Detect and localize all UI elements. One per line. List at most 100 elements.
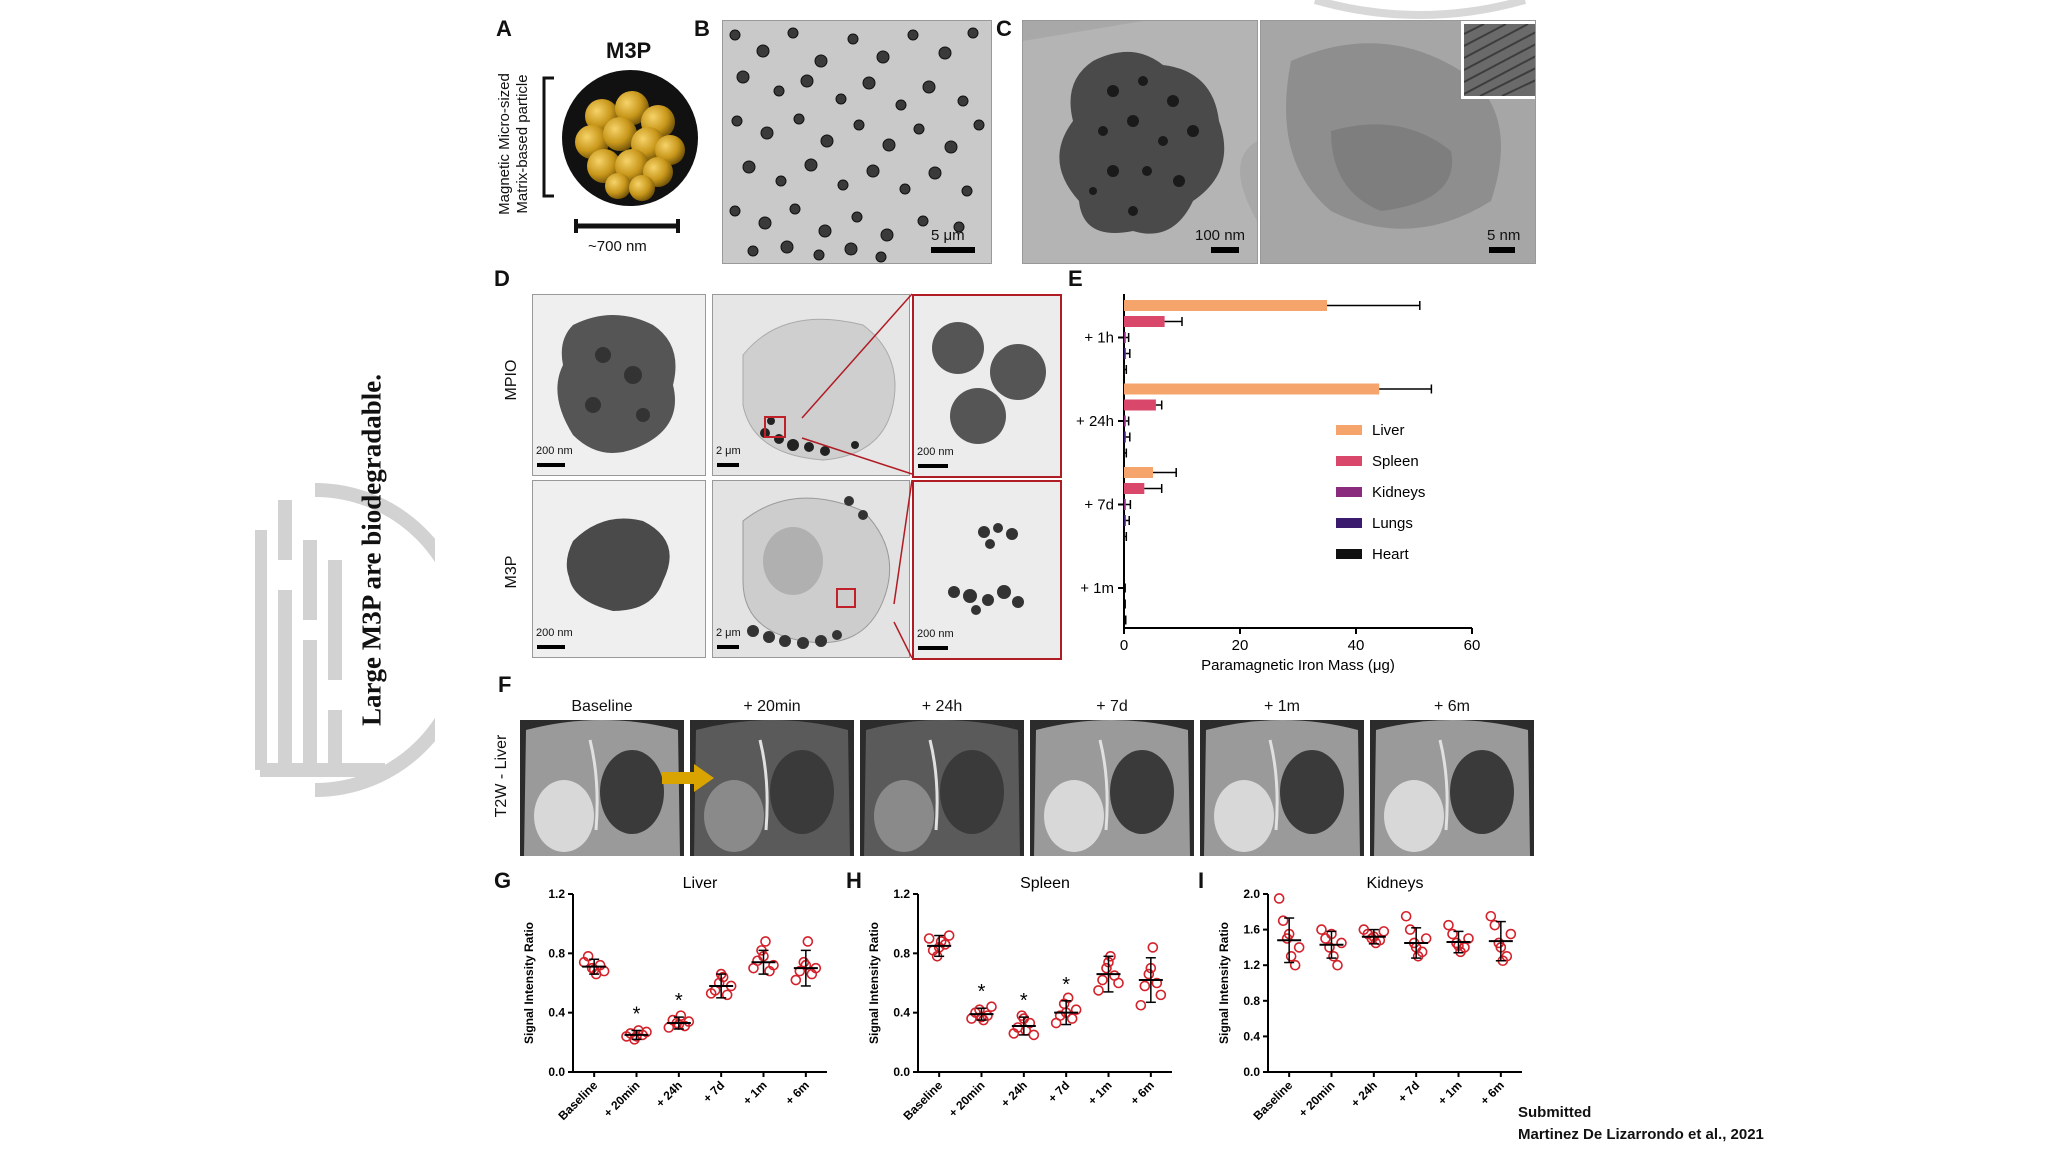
panel-d-label: D <box>494 266 510 291</box>
e-bar <box>1124 364 1125 375</box>
plot-point <box>923 933 935 944</box>
plot-point <box>1293 942 1305 953</box>
e-x-tick-label: 60 <box>1464 637 1481 654</box>
m3p-particle-shape <box>566 518 670 611</box>
mri-image <box>520 720 684 856</box>
plot-x-tick-label: Baseline <box>900 1078 945 1123</box>
plot-point <box>1443 919 1454 931</box>
e-x-tick-label: 40 <box>1348 637 1365 654</box>
mri-organ-left <box>1214 780 1274 852</box>
plot-point <box>1485 910 1497 922</box>
plot-point <box>1097 974 1108 986</box>
plot-point <box>1062 992 1074 1004</box>
mri-anatomy <box>864 720 1020 856</box>
e-bar <box>1124 415 1126 427</box>
plot-x-tick-label: + 6m <box>1477 1078 1506 1107</box>
plot-y-tick-label: 1.2 <box>893 887 910 901</box>
sem-image-particles: 5 μm <box>722 20 992 264</box>
scale-bar-d2 <box>717 463 739 467</box>
watermark-logo <box>255 483 435 797</box>
tem-lattice-texture <box>1261 21 1535 263</box>
plot-point <box>1016 1010 1028 1021</box>
plot-x-tick-label: + 7d <box>1395 1078 1422 1105</box>
mri-image <box>690 720 854 856</box>
tem-mpio-particle: 200 nm <box>532 294 706 476</box>
plot-point <box>683 1016 695 1027</box>
plot-point <box>1143 968 1155 980</box>
panel-d-row-mpio: MPIO <box>503 359 520 401</box>
plot-point <box>1054 1010 1066 1021</box>
plot-x-tick-label: + 20min <box>601 1078 643 1120</box>
mpio-cell-shape <box>742 318 896 461</box>
mri-image <box>1030 720 1194 856</box>
e-category-label: + 7d <box>1084 497 1114 514</box>
e-legend-label: Kidneys <box>1372 484 1425 501</box>
plot-point <box>1070 1004 1082 1015</box>
plot-point <box>717 971 729 983</box>
panel-a-side-line2: Matrix-based particle <box>514 74 531 214</box>
panel-b-label: B <box>694 16 710 41</box>
panel-a-side-line1: Magnetic Micro-sized <box>496 73 513 215</box>
scale-bar-d6 <box>918 646 948 650</box>
plot-point <box>768 959 779 971</box>
plot-x-tick-label: + 6m <box>782 1078 811 1107</box>
mri-timepoint-label: + 1m <box>1263 698 1300 715</box>
plot-point <box>1101 962 1112 974</box>
scale-label-c-right: 5 nm <box>1487 227 1521 244</box>
plot-significance-star: * <box>675 990 683 1012</box>
mri-organ-left <box>1044 780 1104 852</box>
plot-point <box>641 1026 652 1038</box>
tem-m3p-zoom: 200 nm <box>912 480 1062 660</box>
e-legend-label: Liver <box>1372 422 1405 439</box>
plot-point <box>1285 951 1297 962</box>
tem-mpio-cell: 2 μm <box>712 294 910 476</box>
e-category-label: + 1h <box>1084 330 1114 347</box>
plot-point <box>802 936 814 947</box>
plot-significance-star: * <box>1020 990 1028 1012</box>
plot-x-tick-label: + 24h <box>998 1078 1030 1110</box>
plot-y-tick-label: 1.2 <box>548 887 565 901</box>
plot-x-tick-label: + 20min <box>1296 1078 1338 1120</box>
plot-point <box>1151 977 1163 989</box>
plot-point <box>1324 942 1335 953</box>
plot-x-tick-label: + 6m <box>1127 1078 1156 1107</box>
plot-x-tick-label: Baseline <box>1250 1078 1295 1123</box>
plot-x-tick-label: + 24h <box>1348 1078 1380 1110</box>
plot-y-tick-label: 0.0 <box>893 1065 910 1079</box>
mri-image <box>1370 720 1534 856</box>
mri-anatomy <box>1204 720 1360 856</box>
plot-point <box>1316 924 1327 935</box>
mri-organ-left <box>534 780 594 852</box>
plot-point <box>986 1001 997 1013</box>
m3p-zoom-particles <box>948 523 1024 615</box>
plot-significance-star: * <box>1062 974 1070 996</box>
mri-anatomy <box>694 720 850 856</box>
mpio-particle-shape <box>557 315 676 453</box>
chart-i-kidneys: Kidneys 0.0 0.4 0.8 1.2 1.6 2.0 Signal Intensit… <box>1217 875 1522 1123</box>
plot-point <box>1404 924 1416 935</box>
mri-vessel <box>588 739 599 831</box>
tem-mpio-zoom: 200 nm <box>912 294 1062 478</box>
plot-x-tick-label: + 7d <box>700 1078 727 1105</box>
mri-organ-right <box>940 750 1004 834</box>
plot-x-tick-label: + 1m <box>1085 1078 1114 1107</box>
plot-point <box>760 936 771 947</box>
scale-label-d3: 200 nm <box>917 446 954 458</box>
plot-point <box>1155 989 1167 1001</box>
particles-field <box>729 27 985 263</box>
plot-point <box>1420 933 1432 944</box>
mri-image <box>1200 720 1364 856</box>
plot-significance-star: * <box>633 1003 641 1025</box>
chart-g-liver: Liver 0.0 0.4 0.8 1.2 Signal Intensity Ratio B… <box>522 875 827 1123</box>
slide-title-text: Large M3P are biodegradable. <box>356 374 387 726</box>
e-bar <box>1124 332 1126 343</box>
plot-y-tick-label: 1.6 <box>1243 923 1260 937</box>
mri-image <box>860 720 1024 856</box>
plot-y-tick-label: 0.4 <box>548 1006 565 1020</box>
panel-i-label: I <box>1198 868 1205 893</box>
panel-f-side-label: T2W - Liver <box>493 734 510 818</box>
scale-label-d5: 2 μm <box>716 627 741 639</box>
mri-organ-left <box>1384 780 1444 852</box>
chart-h-spleen: Spleen 0.0 0.4 0.8 1.2 Signal Intensity Ratio… <box>867 875 1172 1123</box>
scale-bar-b <box>931 247 975 253</box>
